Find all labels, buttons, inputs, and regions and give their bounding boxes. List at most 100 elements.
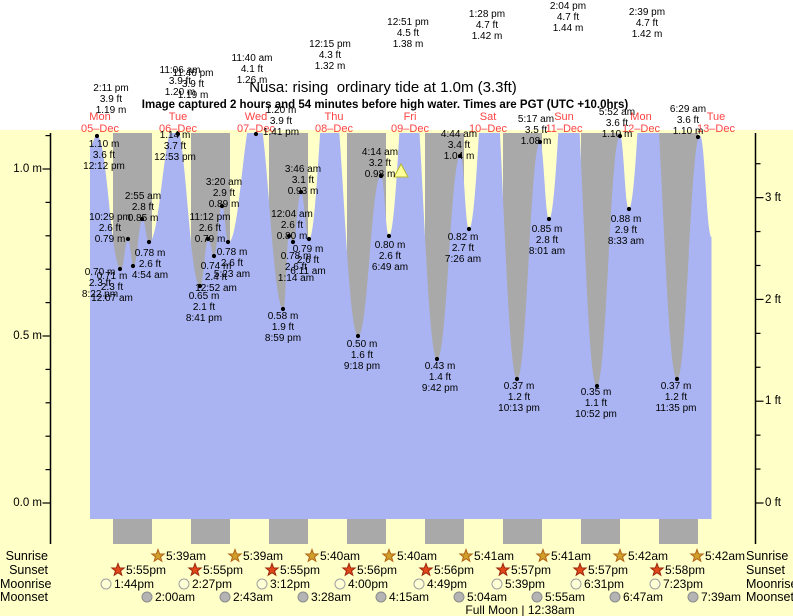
tide-annotation: 12:51 pm 4.5 ft 1.38 m — [387, 17, 429, 50]
tide-annotation-line: 4.7 ft — [475, 19, 499, 31]
astro-time: 3:28am — [311, 590, 352, 604]
y-axis-label-left: 1.0 m — [13, 163, 42, 175]
day-date: 09–Dec — [391, 123, 429, 135]
tide-annotation: 1.10 m 3.6 ft 12:12 pm — [83, 139, 125, 172]
tide-annotation: 0.58 m 1.9 ft 8:59 pm — [265, 311, 301, 344]
tide-annotation-line: 12:04 am — [271, 209, 313, 220]
tide-extremum-dot — [626, 206, 632, 212]
astro-time: 6:47am — [623, 590, 664, 604]
tide-extremum-dot — [290, 239, 296, 245]
astro-row-label-left: Moonrise — [0, 577, 52, 591]
tide-annotation-line: 1.20 m — [265, 105, 297, 116]
tide-annotation-line: 0.85 m — [127, 212, 159, 224]
tide-annotation: 11:46 pm 3.9 ft 1.19 m — [173, 68, 214, 101]
tide-extremum-dot — [253, 131, 259, 137]
tide-annotation-line: 2.6 ft — [198, 222, 222, 234]
tide-annotation: 2:55 am 2.8 ft 0.85 m — [125, 191, 161, 224]
astro-time: 2:00am — [155, 590, 196, 604]
astro-time: 2:27pm — [192, 577, 233, 591]
day-label: Tue 06–Dec — [159, 111, 197, 135]
tide-annotation: 0.65 m 2.1 ft 8:41 pm — [185, 291, 223, 324]
y-axis-label-left: 0.0 m — [13, 497, 42, 509]
tide-annotation: 0.74 m 2.4 ft 12:52 am — [195, 261, 237, 294]
tide-annotation-line: 3.1 ft — [291, 174, 315, 186]
sunset-star — [341, 562, 357, 577]
moonset-circle — [141, 591, 153, 603]
day-date: 13–Dec — [697, 123, 735, 135]
astro-time: 6:31pm — [584, 577, 625, 591]
tide-annotation-line: 12:53 pm — [154, 151, 196, 163]
tide-annotation-line: 2.6 ft — [296, 254, 320, 266]
tide-annotation-line: 4.5 ft — [396, 27, 420, 39]
astro-time: 5:58pm — [665, 563, 706, 577]
chart-title: Nusa: rising ordinary tide at 1.0m (3.3f… — [249, 79, 517, 96]
tide-annotation-line: 2.6 ft — [98, 222, 122, 234]
tide-annotation-line: 12:51 pm — [387, 17, 429, 28]
day-name: Tue — [168, 111, 188, 123]
tide-annotation: 11:40 am 4.1 ft 1.26 m — [232, 53, 273, 86]
moonrise-circle — [570, 578, 582, 590]
tide-annotation: 11:06 am 3.9 ft 1.20 m — [159, 65, 201, 98]
tide-annotation-line: 3.5 ft — [524, 124, 548, 136]
tide-annotation-line: 8:01 am — [528, 245, 566, 257]
sunset-star — [649, 562, 665, 577]
tide-annotation-line: 11:35 pm — [655, 402, 697, 414]
tide-extremum-dot — [695, 134, 701, 140]
tide-extremum-dot — [146, 239, 152, 245]
tide-annotation-line: 0.70 m — [84, 267, 116, 278]
tide-annotation-line: 8:41 pm — [185, 312, 223, 324]
tide-annotation-line: 2:04 pm — [549, 1, 587, 12]
tide-annotation-line: 10:13 pm — [498, 402, 540, 414]
tide-extremum-dot — [298, 189, 304, 195]
tide-annotation-line: 1.9 ft — [271, 321, 295, 333]
tide-annotation-line: 0.50 m — [346, 339, 378, 350]
tide-annotation: 0.71 m 2.3 ft 12:07 am — [91, 271, 133, 304]
tide-annotation-line: 8:22 pm — [81, 288, 119, 300]
tide-annotation: 2:04 pm 4.7 ft 1.44 m — [549, 1, 587, 34]
moonrise-circle — [256, 578, 268, 590]
tide-annotation-line: 4.3 ft — [318, 49, 342, 61]
day-name: Mon — [630, 111, 652, 123]
tide-annotation-line: 1.10 m — [88, 139, 120, 150]
tide-annotation-line: 0.82 m — [447, 232, 479, 243]
tide-annotation: 11:12 pm 2.6 ft 0.79 m — [190, 212, 231, 245]
astro-time: 5:42am — [705, 549, 746, 563]
day-date: 06–Dec — [159, 123, 197, 135]
moonrise-circle — [649, 578, 661, 590]
astro-time: 7:23pm — [663, 577, 704, 591]
sunset-star — [495, 562, 511, 577]
tide-extremum-dot — [139, 216, 145, 222]
tide-annotation: 0.35 m 1.1 ft 10:52 pm — [575, 387, 617, 420]
tide-annotation-line: 1.38 m — [392, 38, 424, 50]
tide-annotation-line: 2.7 ft — [451, 242, 475, 254]
tide-annotation-line: 10:29 pm — [89, 212, 131, 223]
tide-annotation-line: 2.3 ft — [88, 277, 112, 289]
tide-extremum-dot — [175, 131, 181, 137]
tide-annotation: 0.50 m 1.6 ft 9:18 pm — [344, 339, 380, 372]
tide-annotation: 5:17 am 3.5 ft 1.08 m — [518, 114, 554, 147]
day-label: Mon 05–Dec — [81, 111, 119, 135]
tide-annotation-line: 0.93 m — [287, 185, 319, 197]
tide-annotation-line: 3.4 ft — [447, 139, 471, 151]
astro-time: 5:39am — [243, 549, 284, 563]
tide-annotation: 0.82 m 2.7 ft 7:26 am — [445, 232, 481, 265]
day-label: Tue 13–Dec — [697, 111, 735, 135]
tide-annotation-line: 2.6 ft — [220, 257, 244, 269]
moonset-circle — [609, 591, 621, 603]
tide-annotation-line: 3.7 ft — [163, 140, 187, 152]
astro-time: 7:39am — [701, 590, 742, 604]
moonset-circle — [375, 591, 387, 603]
sunset-star — [110, 562, 126, 577]
y-axis-label-right: 0 ft — [765, 497, 781, 509]
tide-extremum-dot — [537, 139, 543, 145]
day-name: Sun — [554, 111, 574, 123]
tide-annotation-line: 0.78 m — [216, 247, 248, 258]
astro-time: 5:39pm — [505, 577, 546, 591]
day-label: Fri 09–Dec — [391, 111, 429, 135]
tide-annotation-line: 11:06 am — [159, 65, 201, 76]
tide-annotation-line: 0.71 m — [96, 271, 128, 282]
tide-extremum-dot — [280, 306, 286, 312]
moonrise-circle — [178, 578, 190, 590]
day-date: 11–Dec — [545, 123, 583, 135]
tide-annotation-line: 1.44 m — [552, 22, 584, 34]
